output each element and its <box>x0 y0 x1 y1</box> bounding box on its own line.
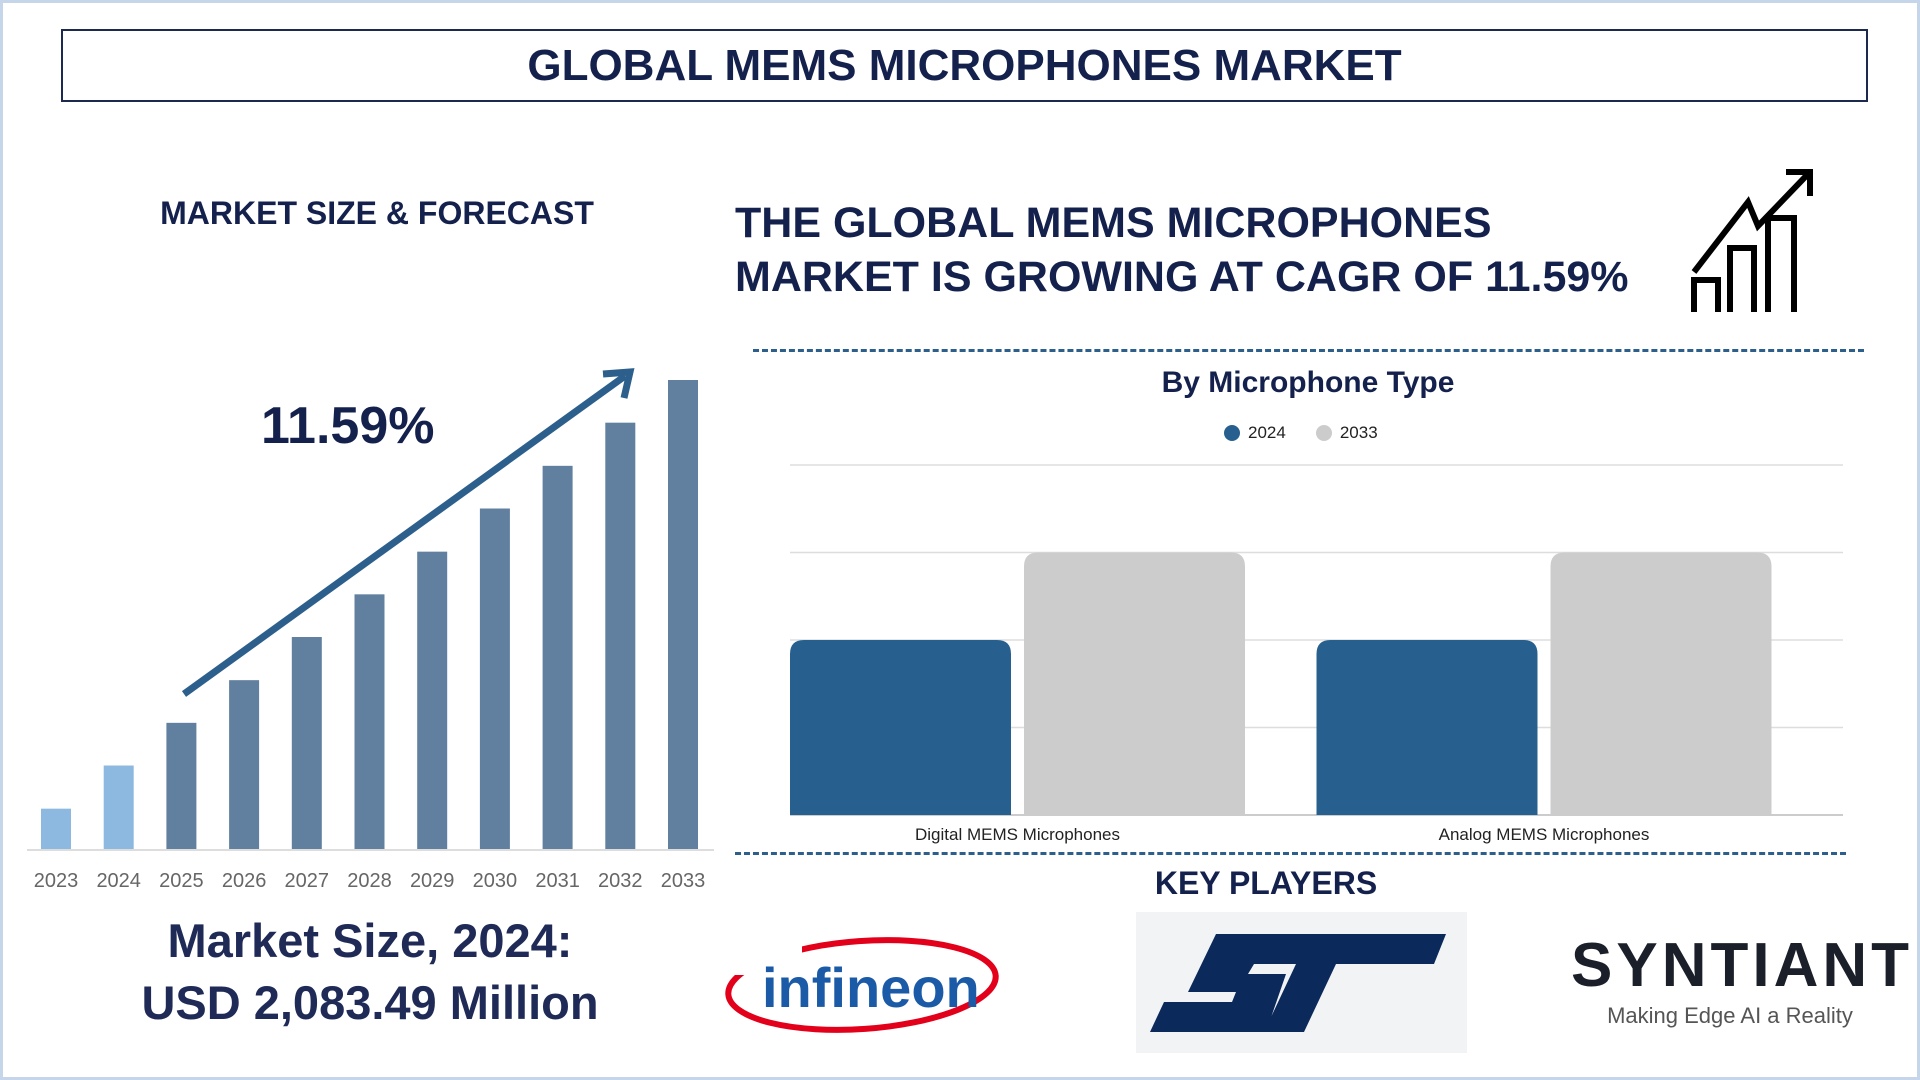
market-size-line-1: Market Size, 2024: <box>167 914 573 967</box>
legend-label: 2024 <box>1248 423 1286 442</box>
bar-2030 <box>479 508 510 849</box>
bar-2024 <box>790 640 1011 815</box>
segment-chart: Digital MEMS Microphones Analog MEMS Micr… <box>790 464 1843 844</box>
cagr-headline: THE GLOBAL MEMS MICROPHONES MARKET IS GR… <box>735 196 1629 304</box>
bar-2023 <box>41 808 71 849</box>
x-tick-label: 2026 <box>222 870 267 892</box>
x-tick-label: 2033 <box>661 870 706 892</box>
st-logo <box>1136 912 1467 1053</box>
headline-line-1: THE GLOBAL MEMS MICROPHONES <box>735 199 1492 247</box>
page-title: GLOBAL MEMS MICROPHONES MARKET <box>61 29 1868 102</box>
category-label: Digital MEMS Microphones <box>915 825 1120 844</box>
bar-2033 <box>1024 552 1245 815</box>
divider-bottom <box>735 852 1846 855</box>
arrow-head-icon <box>602 368 635 399</box>
chart-legend: 2024 2033 <box>1224 423 1378 443</box>
x-tick-label: 2023 <box>34 870 79 892</box>
divider-top <box>753 349 1864 352</box>
market-size-line-2: USD 2,083.49 Million <box>141 976 599 1029</box>
x-tick-label: 2028 <box>347 870 392 892</box>
x-tick-label: 2024 <box>96 870 141 892</box>
legend-item-2033: 2033 <box>1315 423 1378 443</box>
bar-2033 <box>1550 552 1772 815</box>
bar-2031 <box>542 465 573 849</box>
bar-2026 <box>229 680 260 849</box>
segment-chart-title: By Microphone Type <box>1161 366 1455 399</box>
syntiant-wordmark: SYNTIANT <box>1571 931 1913 1000</box>
x-tick-label: 2031 <box>535 870 580 892</box>
cagr-annotation: 11.59% <box>261 397 435 455</box>
bar-2029 <box>417 551 448 849</box>
trend-arrow <box>181 373 628 697</box>
market-forecast-chart: 2023 2024 2025 2026 2027 2028 2029 2030 2031 2032… <box>27 368 714 892</box>
x-tick-label: 2027 <box>285 870 330 892</box>
headline-line-2: MARKET IS GROWING AT CAGR OF 11.59% <box>735 253 1629 301</box>
bar-2028 <box>354 594 385 849</box>
legend-item-2024: 2024 <box>1224 423 1286 443</box>
bar-2025 <box>166 722 197 849</box>
infineon-logo: infineon <box>725 935 999 1033</box>
legend-swatch-2024 <box>1224 425 1240 441</box>
legend-label: 2033 <box>1339 423 1378 442</box>
syntiant-tagline: Making Edge AI a Reality <box>1607 1003 1853 1028</box>
legend-swatch-2033 <box>1315 425 1332 441</box>
syntiant-logo: SYNTIANT Making Edge AI a Reality <box>1571 930 1913 1029</box>
bar-2027 <box>291 637 322 849</box>
bar-2024 <box>1316 640 1538 815</box>
svg-text:infineon: infineon <box>762 956 980 1019</box>
bar-2033 <box>668 380 698 849</box>
x-tick-label: 2032 <box>598 870 643 892</box>
market-size-text: Market Size, 2024: USD 2,083.49 Million <box>30 910 710 1034</box>
x-tick-label: 2025 <box>159 870 204 892</box>
x-tick-label: 2029 <box>410 870 455 892</box>
growth-chart-icon <box>1691 169 1813 312</box>
bar-2032 <box>605 422 636 849</box>
bar-2024 <box>103 765 134 849</box>
x-tick-label: 2030 <box>473 870 518 892</box>
category-label: Analog MEMS Microphones <box>1439 825 1650 844</box>
market-size-heading: MARKET SIZE & FORECAST <box>160 195 594 231</box>
key-players-heading: KEY PLAYERS <box>1154 865 1378 901</box>
